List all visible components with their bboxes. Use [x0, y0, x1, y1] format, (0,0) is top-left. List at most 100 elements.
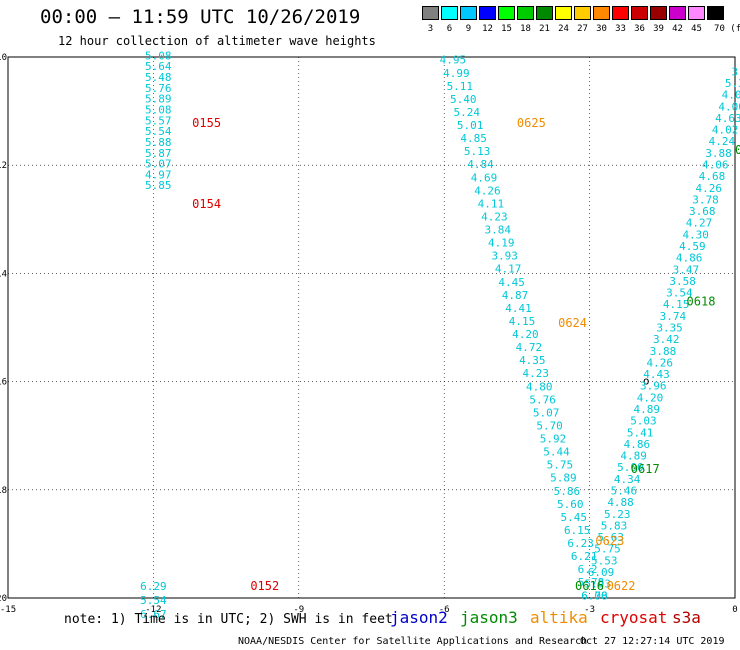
wave-height-value: 4.68 [699, 170, 726, 183]
wave-height-value: 5.70 [536, 419, 563, 432]
wave-height-value: 4.35 [519, 354, 546, 367]
x-tick-label: -3 [584, 605, 595, 615]
location-marker: o [643, 375, 650, 388]
wave-height-value: 4.72 [516, 341, 543, 354]
wave-height-value: 3.96 [640, 380, 667, 393]
legend-label: 6 [446, 24, 453, 34]
wave-height-value: 5.07 [145, 158, 172, 171]
mission-altika: altika [530, 608, 588, 627]
legend-label: 45 [691, 24, 702, 34]
mission-jason3: jason3 [460, 608, 518, 627]
credit-text: NOAA/NESDIS Center for Satellite Applica… [238, 636, 588, 647]
wave-height-value: 4.26 [474, 184, 501, 197]
legend-swatch [498, 6, 515, 20]
legend-label: 42 [672, 24, 683, 34]
legend-swatch [612, 6, 629, 20]
wave-height-value: 5.92 [540, 433, 567, 446]
wave-height-value: 5.89 [550, 472, 577, 485]
legend-swatch [517, 6, 534, 20]
wave-height-value: 4.69 [471, 171, 498, 184]
legend-label: 15 [501, 24, 512, 34]
wave-height-value: 5.24 [453, 106, 480, 119]
wave-height-value: 5.86 [554, 485, 581, 498]
wave-height-value: 3.54 [666, 287, 693, 300]
wave-height-value: 5.07 [533, 406, 560, 419]
pass-time-label: 0623 [595, 534, 624, 548]
wave-height-value: 3.9 [731, 65, 740, 78]
wave-height-value: 4.63 [715, 112, 740, 125]
pass-time-label: 0 [735, 143, 740, 157]
x-tick-label: -15 [0, 605, 16, 615]
x-tick-label: -6 [439, 605, 450, 615]
wave-height-value: 4.23 [523, 367, 550, 380]
wave-height-value: 4.27 [686, 217, 713, 230]
wave-height-value: 6.09 [588, 566, 615, 579]
wave-height-value: 5.76 [529, 393, 556, 406]
wave-height-value: 5.64 [145, 60, 172, 73]
mission-cryosat: cryosat [600, 608, 668, 627]
wave-height-value: 4.02 [712, 124, 739, 137]
wave-height-value: 5.89 [145, 93, 172, 106]
wave-height-value: 3.74 [660, 310, 687, 323]
legend-swatch [574, 6, 591, 20]
y-tick-label: -20 [0, 594, 7, 604]
map-subtitle: 12 hour collection of altimeter wave hei… [58, 34, 376, 48]
y-tick-label: -16 [0, 378, 7, 388]
pass-time-label: 0155 [192, 116, 221, 130]
wave-height-value: 6.29 [140, 580, 167, 593]
wave-height-value: 3.58 [669, 275, 696, 288]
wave-height-value: 4.15 [509, 315, 536, 328]
wave-height-value: 4.43 [643, 368, 670, 381]
wave-height-value: 5.46 [611, 485, 638, 498]
wave-height-value: 5.08 [145, 103, 172, 116]
wave-height-value: 3.68 [689, 205, 716, 218]
legend-label: 3 [427, 24, 434, 34]
wave-height-value: 6.70 [581, 589, 608, 602]
wave-height-value: 5.01 [457, 119, 484, 132]
wave-height-value: 5.85 [145, 179, 172, 192]
wave-height-value: 4.19 [488, 237, 515, 250]
wave-height-value: 4.11 [478, 197, 505, 210]
wave-height-value: 5.54 [140, 594, 167, 607]
legend-swatch [555, 6, 572, 20]
legend-swatch [460, 6, 477, 20]
legend-label: 18 [520, 24, 531, 34]
y-tick-label: -18 [0, 486, 7, 496]
wave-height-value: 4.86 [624, 438, 651, 451]
wave-height-value: 4.34 [614, 473, 641, 486]
pass-time-label: 0618 [687, 295, 716, 309]
legend-swatch [422, 6, 439, 20]
wave-height-value: 4.45 [498, 276, 525, 289]
wave-height-value: 4.23 [481, 210, 508, 223]
wave-height-value: 3.42 [653, 333, 680, 346]
wave-height-value: 4.86 [676, 252, 703, 265]
pass-time-label: 0152 [250, 579, 279, 593]
wave-height-value: 4.97 [145, 168, 172, 181]
pass-time-label: 0625 [517, 116, 546, 130]
wave-height-value: 5.08 [145, 49, 172, 62]
legend-label: 21 [539, 24, 550, 34]
wave-height-value: 5.13 [464, 145, 491, 158]
legend-label: 9 [465, 24, 472, 34]
legend-swatch [669, 6, 686, 20]
wave-height-value: 5.11 [447, 80, 474, 93]
legend-label: 33 [615, 24, 626, 34]
wave-height-value: 5.83 [601, 519, 628, 532]
wave-height-value: 4.26 [647, 356, 674, 369]
x-tick-label: -12 [145, 605, 161, 615]
wave-height-value: 3.93 [491, 250, 518, 263]
wave-height-value: 6.21 [571, 550, 598, 563]
wave-height-value: 3.84 [485, 224, 512, 237]
map-title: 00:00 — 11:59 UTC 10/26/2019 [40, 6, 361, 28]
wave-height-value: 6.2 [578, 563, 598, 576]
wave-height-value: 5.48 [145, 71, 172, 84]
wave-height-value: 5.03 [630, 415, 657, 428]
wave-height-value: 4.00 [718, 100, 740, 113]
wave-height-value: 4.20 [512, 328, 539, 341]
wave-height-value: 5.60 [557, 498, 584, 511]
wave-height-value: 4.87 [502, 289, 529, 302]
wave-height-value: 5.78 [578, 576, 605, 589]
wave-height-value: 5.75 [547, 459, 574, 472]
legend-swatch [536, 6, 553, 20]
wave-height-value: 4.89 [620, 450, 647, 463]
